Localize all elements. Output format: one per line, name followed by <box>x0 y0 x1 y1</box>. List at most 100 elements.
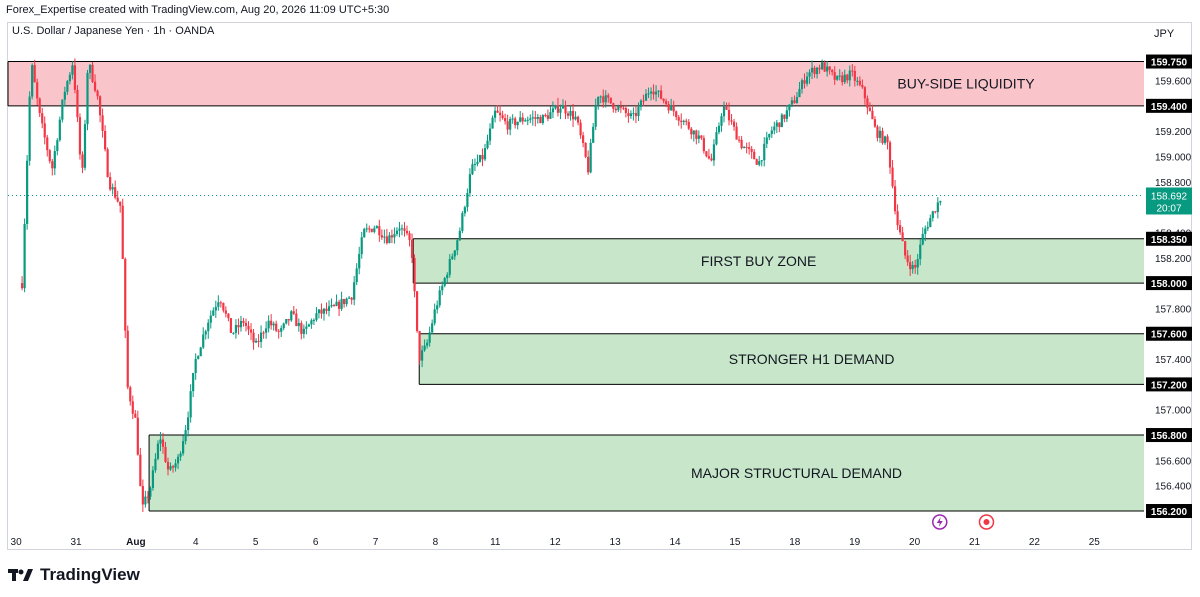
candle <box>687 119 690 131</box>
candle <box>426 339 429 349</box>
candle <box>768 133 771 141</box>
candle <box>521 112 524 125</box>
candle <box>373 225 376 234</box>
candle <box>408 230 411 247</box>
time-axis[interactable]: 30 31 Aug 4 5 6 7 8 11 12 13 14 15 18 19 20 21 22 25 <box>11 537 1101 548</box>
candle <box>300 320 303 340</box>
candle <box>559 104 562 120</box>
candle <box>136 410 139 456</box>
candle <box>667 101 670 114</box>
candle <box>358 246 361 275</box>
candle <box>697 130 700 144</box>
candle <box>579 119 582 139</box>
zone-0[interactable]: BUY-SIDE LIQUIDITY <box>7 61 1144 107</box>
candle <box>675 110 678 121</box>
candle <box>259 325 263 348</box>
zone-fill <box>419 333 1144 385</box>
zone-price-tag: 156.800 <box>1146 428 1192 443</box>
candle <box>229 318 233 334</box>
time-tick-label: 25 <box>1089 537 1101 548</box>
candle <box>423 339 426 352</box>
candle <box>197 355 200 360</box>
zone-1[interactable]: FIRST BUY ZONE <box>412 238 1144 284</box>
candle <box>924 225 927 242</box>
candle <box>569 105 572 121</box>
zone-2[interactable]: STRONGER H1 DEMAND <box>418 333 1144 385</box>
candle <box>390 229 394 244</box>
candle <box>604 90 607 108</box>
candle <box>815 66 819 79</box>
candle <box>330 298 333 308</box>
candle <box>242 317 245 327</box>
candle <box>642 94 645 107</box>
candle <box>775 119 778 134</box>
time-tick-label: 20 <box>909 537 921 548</box>
candle <box>700 135 703 140</box>
candle <box>353 276 356 306</box>
zone-label: FIRST BUY ZONE <box>701 253 816 269</box>
candle <box>179 451 182 461</box>
symbol-info[interactable]: U.S. Dollar / Japanese Yen · 1h · OANDA <box>12 25 215 37</box>
candle <box>66 79 69 95</box>
price-tick-label: 158.800 <box>1155 178 1192 189</box>
candle <box>350 296 353 305</box>
candle <box>237 318 240 335</box>
zone-price-tag: 157.200 <box>1146 377 1192 392</box>
candle <box>692 130 695 142</box>
candle <box>234 319 238 339</box>
price-axis[interactable]: 159.600159.200159.000158.800158.400158.2… <box>1146 54 1192 519</box>
time-tick-label: 6 <box>313 537 319 548</box>
candle <box>790 96 794 108</box>
candle <box>748 142 751 155</box>
candle <box>511 114 514 124</box>
candle <box>929 214 932 228</box>
candle <box>224 306 227 318</box>
candle <box>878 126 882 143</box>
candle <box>720 113 723 132</box>
time-tick-label: 13 <box>610 537 622 548</box>
candle <box>735 122 738 140</box>
record-event-icon[interactable] <box>978 514 995 530</box>
candle <box>335 294 338 307</box>
candle <box>375 225 378 229</box>
time-tick-label: 30 <box>11 537 23 548</box>
candle <box>740 136 743 150</box>
lightning-event-icon[interactable] <box>932 514 948 530</box>
candle <box>207 319 210 339</box>
candle <box>337 299 341 316</box>
candle <box>773 121 776 135</box>
candle <box>169 462 172 471</box>
candle <box>544 113 547 118</box>
candle <box>921 227 924 246</box>
candle <box>710 153 713 162</box>
candle <box>534 110 537 127</box>
candle <box>111 183 114 195</box>
zone-3[interactable]: MAJOR STRUCTURAL DEMAND <box>148 434 1144 512</box>
candle <box>896 204 899 230</box>
candle <box>395 227 399 237</box>
candle <box>770 126 773 138</box>
candle <box>627 108 630 123</box>
candle <box>297 318 300 332</box>
time-tick-label: 8 <box>433 537 439 548</box>
candle <box>821 59 824 71</box>
candle <box>587 150 590 175</box>
tradingview-brand[interactable]: TradingView <box>8 565 140 585</box>
candle <box>418 330 421 365</box>
time-tick-label: 5 <box>253 537 259 548</box>
candle <box>295 308 298 327</box>
candle <box>272 321 275 331</box>
candle <box>31 63 34 100</box>
price-tick-label: 159.600 <box>1155 77 1192 88</box>
candle <box>119 201 122 213</box>
candle <box>189 384 192 423</box>
zone-label: BUY-SIDE LIQUIDITY <box>897 76 1035 92</box>
candle <box>257 334 260 348</box>
candle <box>214 300 217 318</box>
candle <box>737 135 741 143</box>
candle <box>448 254 451 278</box>
candle <box>164 441 167 463</box>
candle <box>320 303 323 319</box>
candle <box>239 315 243 332</box>
